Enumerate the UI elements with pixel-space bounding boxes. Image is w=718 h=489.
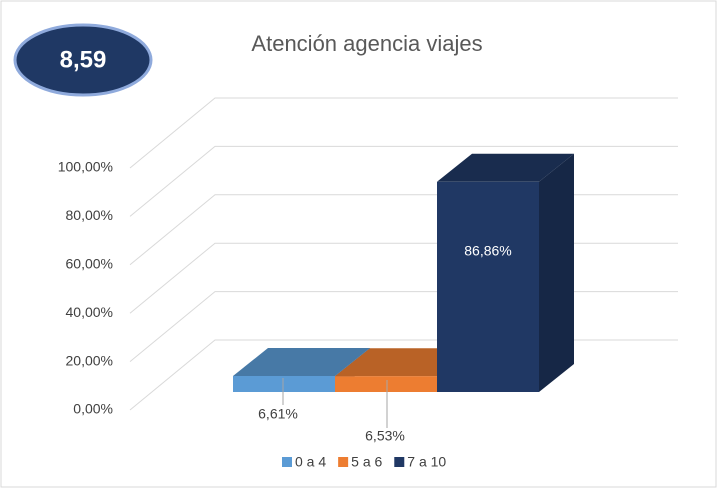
data-label: 86,86% [464,243,511,259]
chart-title: Atención agencia viajes [251,31,482,56]
y-tick-label: 100,00% [58,159,113,175]
y-tick-label: 40,00% [66,304,113,320]
score-value: 8,59 [60,46,107,73]
legend-label: 5 a 6 [351,454,382,470]
grid-line [129,145,678,217]
legend-swatch [282,457,292,467]
legend-swatch [338,457,349,467]
data-label: 6,53% [365,428,405,444]
y-tick-label: 60,00% [66,256,113,272]
bar [233,376,335,392]
bar-top [233,348,370,377]
legend-label: 7 a 10 [407,454,446,470]
legend-swatch [394,457,405,467]
bar [437,181,539,392]
legend-label: 0 a 4 [295,454,326,470]
y-tick-label: 20,00% [66,352,113,368]
bar-top [437,153,574,182]
bar-side [539,153,574,392]
y-tick-label: 0,00% [73,401,113,417]
score-badge [13,23,153,97]
bar [335,376,437,392]
grid-line [129,97,678,169]
y-tick-label: 80,00% [66,207,113,223]
data-label: 6,61% [258,406,298,422]
